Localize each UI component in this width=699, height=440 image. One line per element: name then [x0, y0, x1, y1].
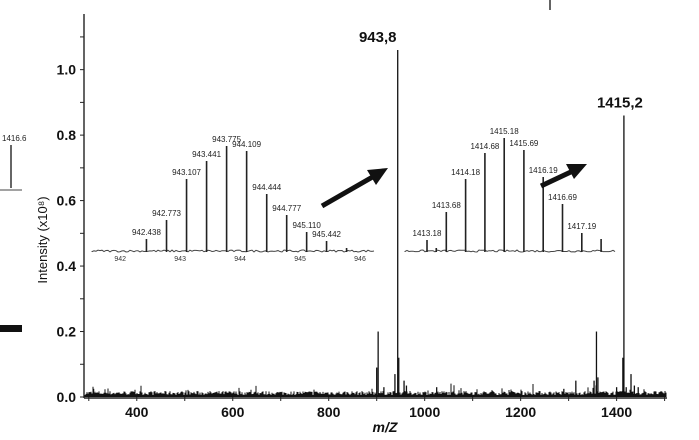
peak-label: 1415,2: [597, 94, 643, 111]
inset-peak-label: 944.109: [232, 140, 261, 149]
noise-trace: [84, 383, 667, 397]
y-tick-label: 0.2: [57, 324, 77, 340]
y-tick-label: 0.8: [57, 127, 77, 143]
inset-x-tick-label: 943: [174, 256, 186, 263]
inset-peak-label: 1414.68: [470, 142, 499, 151]
inset-baseline: [91, 249, 375, 253]
edge-fragment-noise: [0, 325, 22, 332]
y-tick-label: 0.0: [57, 389, 77, 405]
y-tick-label: 0.6: [57, 193, 77, 209]
inset-peak-label: 1417.19: [567, 222, 596, 231]
inset-peak-label: 1413.18: [413, 229, 442, 238]
arrows: [320, 164, 587, 209]
inset-peak-label: 1415.69: [509, 139, 538, 148]
inset-peak-label: 1415.18: [490, 127, 519, 136]
inset-peak-label: 945.442: [312, 230, 341, 239]
inset-peak-label: 942.438: [132, 228, 161, 237]
y-tick-label: 0.4: [57, 258, 77, 274]
inset-peak-label: 1413.68: [432, 201, 461, 210]
x-tick-label: 400: [125, 404, 149, 420]
inset-peak-label: 944.444: [252, 183, 281, 192]
x-tick-label: 800: [317, 404, 341, 420]
baseline-noise: [84, 383, 667, 397]
axes: [83, 0, 667, 399]
inset-x-tick-label: 942: [114, 256, 126, 263]
main-peaks: 943,8 1415,2: [92, 29, 643, 397]
x-tick-label: 1400: [601, 404, 632, 420]
inset-peak-label: 945.110: [292, 221, 321, 230]
inset-x-tick-label: 945: [294, 256, 306, 263]
x-ticks: 400 600 800 1000 1200 1400: [88, 397, 666, 420]
arrow-head-icon: [367, 168, 388, 185]
inset-baseline: [404, 249, 616, 253]
inset-peak-label: 943.775: [212, 135, 241, 144]
y-ticks: 0.0 0.2 0.4 0.6 0.8 1.0: [57, 36, 84, 405]
y-axis-label: Intensity (x10⁸): [35, 196, 50, 283]
x-tick-label: 600: [221, 404, 245, 420]
inset-isotope-cluster-1415: 1413.18 1413.68 1414.18 1414.68 1415.18 1415.…: [404, 127, 616, 253]
edge-fragment-label: 1416.6: [2, 134, 27, 143]
inset-peak-label: 942.773: [152, 209, 181, 218]
inset-peak-label: 943.441: [192, 150, 221, 159]
peak-label: 943,8: [359, 29, 397, 46]
inset-peak-label: 1414.18: [451, 168, 480, 177]
inset-x-tick-label: 946: [354, 256, 366, 263]
inset-peak-label: 1416.69: [548, 193, 577, 202]
insets: 942.438 942.773 943.107 943.441 943.775944.1…: [91, 127, 616, 263]
inset-peak-label: 944.777: [272, 204, 301, 213]
y-tick-label: 1.0: [57, 62, 77, 78]
inset-x-tick-label: 944: [234, 256, 246, 263]
x-tick-label: 1200: [505, 404, 536, 420]
inset-isotope-cluster-943: 942.438 942.773 943.107 943.441 943.775944.1…: [91, 135, 375, 263]
x-axis-label: m/Z: [373, 419, 398, 435]
inset-peak-label: 943.107: [172, 168, 201, 177]
arrow-to-1415-icon: [539, 167, 577, 189]
inset-peak-label: 1416.19: [529, 166, 558, 175]
left-edge-fragment: 1416.6: [0, 134, 27, 332]
arrow-to-943-icon: [320, 172, 378, 209]
x-tick-label: 1000: [409, 404, 440, 420]
arrow-head-icon: [566, 164, 587, 179]
